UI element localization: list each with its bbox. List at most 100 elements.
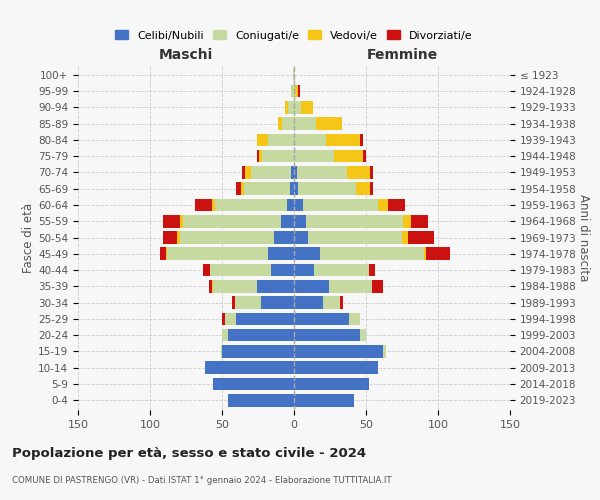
Bar [316, 117, 341, 130]
Bar [222, 345, 294, 358]
Text: COMUNE DI PASTRENGO (VR) - Dati ISTAT 1° gennaio 2024 - Elaborazione TUTTITALIA.: COMUNE DI PASTRENGO (VR) - Dati ISTAT 1°… [12, 476, 392, 485]
Bar [180, 231, 274, 244]
Bar [294, 329, 360, 342]
Bar [180, 215, 183, 228]
Bar [228, 394, 294, 406]
Bar [291, 166, 294, 179]
Bar [291, 84, 294, 98]
Bar [305, 215, 403, 228]
Bar [257, 150, 259, 162]
Bar [408, 231, 434, 244]
Bar [294, 166, 297, 179]
Bar [214, 280, 257, 292]
Bar [294, 182, 298, 195]
Bar [402, 231, 408, 244]
Bar [288, 101, 294, 114]
Bar [225, 312, 236, 325]
Bar [347, 166, 370, 179]
Bar [283, 117, 294, 130]
Bar [194, 198, 212, 211]
Bar [294, 345, 383, 358]
Bar [212, 280, 214, 292]
Bar [242, 166, 245, 179]
Bar [257, 134, 268, 146]
Bar [203, 264, 211, 276]
Bar [274, 231, 294, 244]
Bar [294, 215, 305, 228]
Bar [377, 198, 388, 211]
Bar [251, 166, 291, 179]
Text: Maschi: Maschi [159, 48, 213, 62]
Bar [302, 198, 377, 211]
Bar [301, 101, 313, 114]
Bar [294, 101, 301, 114]
Bar [163, 231, 178, 244]
Bar [214, 378, 294, 390]
Bar [281, 215, 294, 228]
Bar [383, 345, 386, 358]
Y-axis label: Fasce di età: Fasce di età [22, 202, 35, 272]
Bar [356, 182, 370, 195]
Bar [278, 117, 283, 130]
Bar [262, 150, 294, 162]
Bar [167, 248, 268, 260]
Bar [323, 296, 340, 309]
Bar [295, 84, 298, 98]
Bar [211, 264, 271, 276]
Bar [209, 280, 212, 292]
Bar [257, 280, 294, 292]
Bar [370, 182, 373, 195]
Y-axis label: Anni di nascita: Anni di nascita [577, 194, 590, 281]
Bar [294, 248, 320, 260]
Bar [403, 215, 410, 228]
Bar [294, 134, 326, 146]
Bar [360, 329, 366, 342]
Bar [410, 215, 428, 228]
Bar [363, 150, 366, 162]
Bar [294, 378, 369, 390]
Text: Popolazione per età, sesso e stato civile - 2024: Popolazione per età, sesso e stato civil… [12, 448, 366, 460]
Bar [222, 329, 228, 342]
Bar [221, 345, 222, 358]
Bar [298, 84, 300, 98]
Bar [236, 312, 294, 325]
Bar [294, 231, 308, 244]
Bar [268, 134, 294, 146]
Bar [360, 134, 363, 146]
Bar [427, 248, 449, 260]
Bar [424, 248, 427, 260]
Bar [259, 150, 262, 162]
Bar [215, 198, 287, 211]
Bar [320, 248, 424, 260]
Bar [166, 248, 167, 260]
Bar [372, 280, 383, 292]
Bar [160, 248, 166, 260]
Text: Femmine: Femmine [367, 48, 437, 62]
Bar [329, 280, 372, 292]
Bar [232, 296, 235, 309]
Bar [370, 166, 373, 179]
Bar [212, 198, 215, 211]
Bar [294, 264, 314, 276]
Bar [287, 198, 294, 211]
Bar [326, 134, 360, 146]
Bar [294, 280, 329, 292]
Bar [271, 264, 294, 276]
Bar [244, 182, 290, 195]
Bar [294, 312, 349, 325]
Bar [334, 150, 363, 162]
Bar [314, 264, 369, 276]
Bar [294, 68, 295, 81]
Bar [294, 150, 334, 162]
Bar [261, 296, 294, 309]
Bar [294, 362, 377, 374]
Bar [183, 215, 281, 228]
Bar [222, 312, 225, 325]
Bar [228, 329, 294, 342]
Bar [241, 182, 244, 195]
Bar [163, 215, 180, 228]
Bar [294, 84, 295, 98]
Bar [290, 182, 294, 195]
Bar [294, 296, 323, 309]
Bar [308, 231, 402, 244]
